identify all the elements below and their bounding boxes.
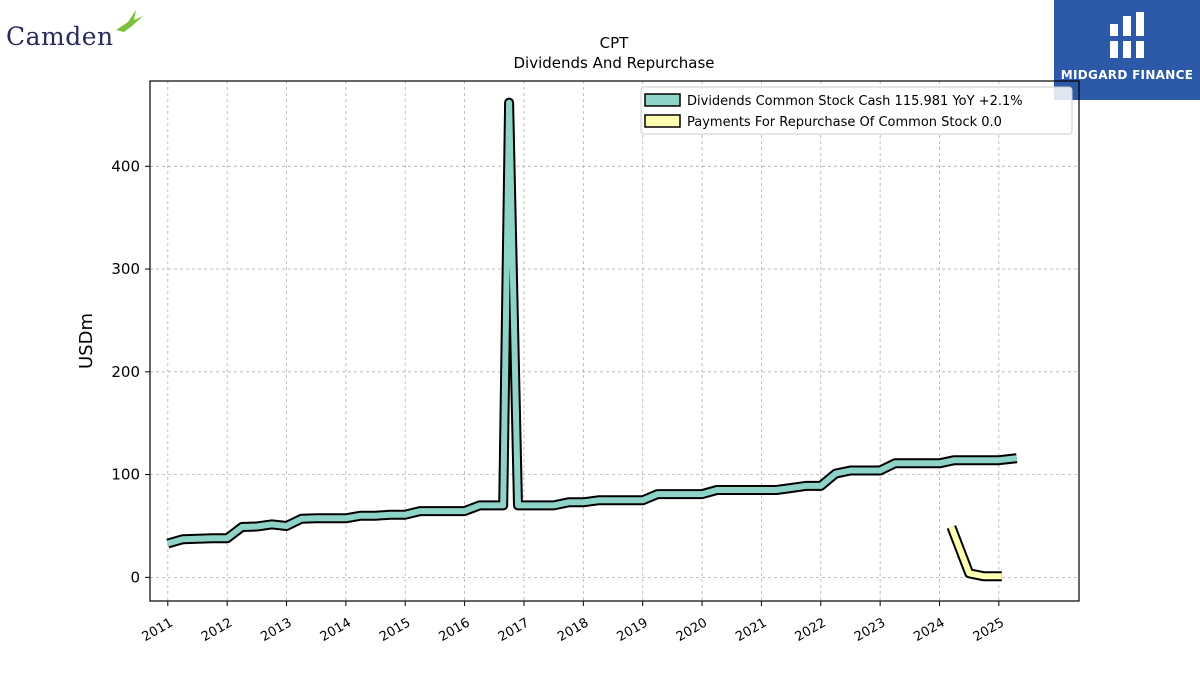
series-layer — [166, 97, 1018, 582]
legend-label-dividends: Dividends Common Stock Cash 115.981 YoY … — [687, 94, 1023, 109]
x-tick-label: 2019 — [615, 615, 651, 645]
x-tick-label: 2013 — [258, 615, 294, 645]
x-tick-label: 2022 — [793, 615, 829, 645]
midgard-logo-text: MIDGARD FINANCE — [1060, 68, 1194, 82]
chart-title: CPT — [600, 34, 630, 52]
grid-lines — [150, 81, 1079, 601]
midgard-emblem-icon — [1110, 12, 1144, 58]
legend: Dividends Common Stock Cash 115.981 YoY … — [640, 86, 1073, 135]
y-tick-label: 400 — [111, 157, 140, 175]
x-tick-label: 2024 — [911, 615, 947, 645]
x-tick-label: 2014 — [318, 615, 354, 645]
legend-swatch-repurchase — [644, 114, 681, 128]
y-tick-label: 0 — [130, 568, 140, 586]
x-tick-label: 2018 — [555, 615, 591, 645]
series-outline-dividends — [166, 97, 1018, 549]
midgard-finance-logo: MIDGARD FINANCE — [1054, 0, 1200, 100]
series-line-dividends — [166, 99, 1018, 547]
hummingbird-icon — [116, 10, 143, 32]
x-axis-ticks: 2011 2012 2013 2014 2015 2016 2017 2018 2019 2020… — [140, 601, 1007, 645]
y-tick-label: 300 — [111, 260, 140, 278]
legend-label-repurchase: Payments For Repurchase Of Common Stock … — [687, 115, 1002, 130]
x-tick-label: 2023 — [852, 615, 888, 645]
series-line-repurchase — [948, 525, 1002, 580]
x-tick-label: 2025 — [971, 615, 1007, 645]
x-tick-label: 2017 — [496, 615, 532, 645]
x-tick-label: 2011 — [140, 615, 176, 645]
x-tick-label: 2016 — [436, 615, 472, 645]
plot-frame — [149, 80, 1080, 602]
y-axis-label: USDm — [76, 313, 97, 369]
legend-swatch-dividends — [644, 93, 681, 107]
y-tick-label: 100 — [111, 466, 140, 484]
camden-logo: Camden — [6, 8, 146, 58]
y-axis-ticks: 0 100 200 300 400 — [111, 157, 150, 586]
x-tick-label: 2015 — [377, 615, 413, 645]
x-tick-label: 2021 — [733, 615, 769, 645]
x-tick-label: 2020 — [674, 615, 710, 645]
camden-logo-text: Camden — [6, 22, 114, 51]
x-tick-label: 2012 — [199, 615, 235, 645]
chart-subtitle: Dividends And Repurchase — [513, 54, 714, 72]
legend-box — [640, 86, 1073, 135]
y-tick-label: 200 — [111, 363, 140, 381]
